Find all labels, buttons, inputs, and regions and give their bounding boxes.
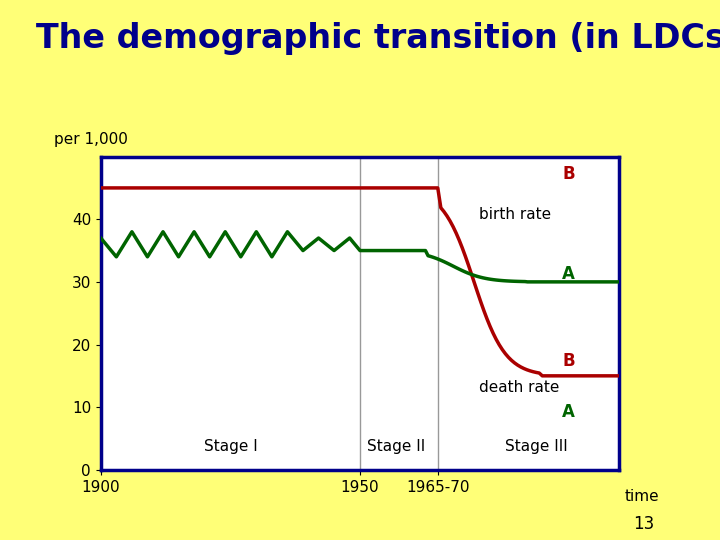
Text: death rate: death rate xyxy=(480,380,559,395)
Text: Stage III: Stage III xyxy=(505,439,567,454)
Text: 13: 13 xyxy=(634,515,655,533)
Text: Stage I: Stage I xyxy=(204,439,257,454)
Text: per 1,000: per 1,000 xyxy=(54,132,128,147)
Text: A: A xyxy=(562,265,575,283)
Text: time: time xyxy=(624,489,659,504)
Text: The demographic transition (in LDCs): The demographic transition (in LDCs) xyxy=(36,22,720,55)
Text: Stage II: Stage II xyxy=(367,439,426,454)
Text: A: A xyxy=(562,402,575,421)
Text: birth rate: birth rate xyxy=(480,207,552,222)
Text: B: B xyxy=(562,165,575,183)
Text: B: B xyxy=(562,353,575,370)
